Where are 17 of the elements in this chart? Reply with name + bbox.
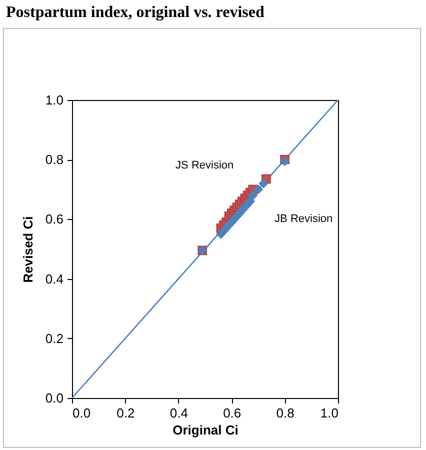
x-tick-label: 0.6	[223, 406, 242, 420]
chart-title: Postpartum index, original vs. revised	[6, 4, 266, 23]
y-tick-label: 0.0	[45, 390, 64, 406]
y-tick-label: 0.6	[45, 212, 64, 227]
y-tick-label: 0.2	[45, 330, 64, 346]
y-axis-title: Revised Ci	[20, 216, 36, 283]
series-label: JS Revision	[176, 159, 234, 172]
y-tick-label: 1.0	[45, 92, 64, 108]
x-tick-label: 0.2	[116, 406, 135, 420]
x-tick-label: 0.4	[170, 406, 188, 420]
y-tick-label: 0.8	[45, 152, 64, 168]
x-tick-label: 1.0	[320, 406, 338, 420]
x-tick-label: 0.8	[276, 406, 294, 420]
text: JB Revision	[274, 213, 333, 226]
x-tick-label: 0.0	[72, 406, 91, 420]
y-tick-label: 0.4	[45, 271, 64, 286]
x-axis-title: Original Ci	[172, 422, 238, 438]
